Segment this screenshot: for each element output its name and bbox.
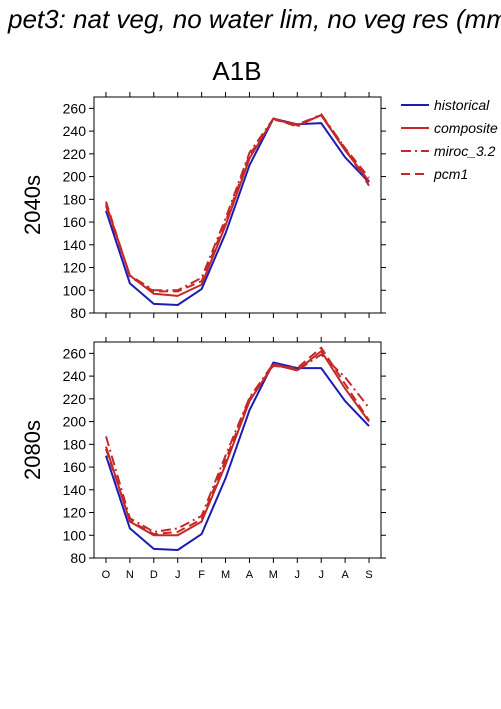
series-line-pcm1 [105, 114, 370, 293]
plot-frame [93, 96, 382, 314]
y-tick-label: 260 [63, 100, 87, 116]
y-tick-label: 140 [63, 482, 87, 498]
x-tick-label: M [221, 569, 230, 581]
x-tick-label: F [198, 569, 205, 581]
series-line-pcm1 [105, 346, 370, 536]
y-tick-label: 100 [63, 282, 87, 298]
y-tick-label: 200 [63, 414, 87, 430]
legend-label-historical: historical [434, 97, 490, 113]
y-tick-label: 220 [63, 391, 87, 407]
series-line-composite [105, 350, 370, 537]
legend-label-composite: composite [434, 120, 498, 136]
page-title: pet3: nat veg, no water lim, no veg res … [8, 4, 501, 34]
x-tick-label: S [365, 569, 372, 581]
row-label: 2080s [20, 420, 45, 480]
series-line-historical [105, 361, 370, 551]
panel-2080s: 80 100 120 140 160 180 200 220 240 260 O N D J F M A M J J A… [20, 337, 386, 581]
legend: historical composite miroc_3.2 pcm1 [401, 97, 498, 182]
panel-2040s: 80 100 120 140 160 180 200 220 240 260 2040s [20, 92, 386, 321]
y-tick-label: 160 [63, 214, 87, 230]
y-tick-label: 180 [63, 191, 87, 207]
x-tick-label: M [269, 569, 278, 581]
legend-label-pcm1: pcm1 [433, 166, 468, 182]
y-tick-label: 220 [63, 146, 87, 162]
series-line-miroc_3.2 [105, 353, 370, 533]
x-tick-label: A [246, 569, 254, 581]
legend-label-miroc_3.2: miroc_3.2 [434, 143, 496, 159]
y-tick-label: 200 [63, 169, 87, 185]
y-tick-label: 260 [63, 345, 87, 361]
y-tick-label: 240 [63, 368, 87, 384]
y-tick-label: 160 [63, 459, 87, 475]
x-tick-label: J [318, 569, 324, 581]
x-tick-label: J [295, 569, 301, 581]
y-tick-label: 140 [63, 237, 87, 253]
y-tick-label: 80 [70, 305, 86, 321]
series-line-miroc_3.2 [105, 113, 370, 292]
y-tick-label: 120 [63, 505, 87, 521]
x-tick-label: O [102, 569, 111, 581]
y-tick-label: 180 [63, 436, 87, 452]
y-tick-label: 80 [70, 550, 86, 566]
y-tick-label: 100 [63, 527, 87, 543]
column-title: A1B [212, 56, 261, 86]
series-line-historical [105, 117, 370, 306]
x-tick-label: N [126, 569, 134, 581]
y-tick-label: 240 [63, 123, 87, 139]
series-line-composite [105, 114, 370, 297]
y-tick-label: 120 [63, 260, 87, 276]
x-tick-label: J [175, 569, 181, 581]
x-tick-label: D [150, 569, 158, 581]
plot-frame [93, 341, 382, 559]
x-tick-label: A [341, 569, 349, 581]
row-label: 2040s [20, 175, 45, 235]
